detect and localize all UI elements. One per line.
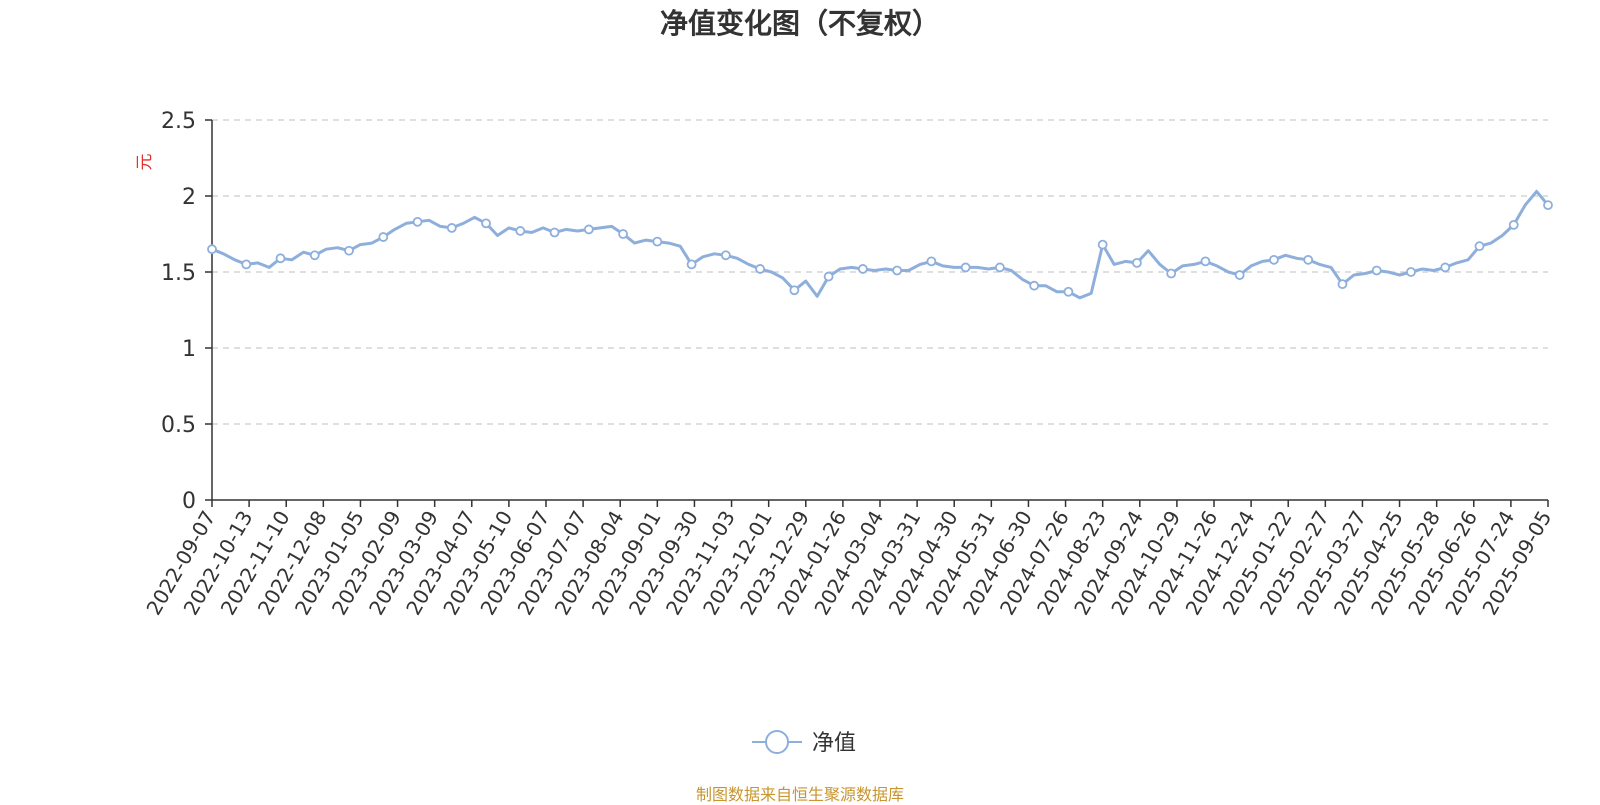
y-tick-label: 0.5 — [161, 413, 196, 438]
data-point — [309, 250, 320, 261]
data-point — [241, 259, 252, 270]
data-point — [1543, 200, 1553, 211]
data-point — [1337, 279, 1348, 290]
data-point — [446, 223, 457, 233]
data-point — [1508, 219, 1519, 230]
legend[interactable]: 净值 — [752, 730, 856, 756]
data-point — [412, 216, 423, 227]
data-point — [1303, 254, 1314, 265]
data-point — [1406, 267, 1416, 277]
axes — [211, 120, 1548, 501]
data-point — [1474, 241, 1485, 252]
data-point — [549, 227, 560, 238]
data-point — [1200, 256, 1211, 267]
data-point — [789, 285, 800, 296]
data-point — [1269, 254, 1279, 265]
data-point — [892, 265, 903, 276]
data-point — [207, 244, 217, 255]
legend-label: 净值 — [812, 731, 856, 756]
data-point — [618, 229, 628, 239]
data-point — [583, 224, 594, 235]
legend-circle-icon — [765, 730, 789, 754]
data-point — [1166, 268, 1177, 279]
data-point — [378, 232, 389, 242]
data-point — [275, 253, 286, 264]
y-tick-label: 0 — [182, 489, 196, 514]
series-net-value — [207, 189, 1553, 300]
data-point — [481, 218, 491, 229]
y-tick-label: 1 — [182, 337, 196, 362]
data-point — [994, 262, 1005, 273]
y-ticks: 0 0.5 1 1.5 2 2.5 — [161, 109, 212, 514]
data-source-note: 制图数据来自恒生聚源数据库 — [695, 785, 904, 804]
data-point — [755, 264, 766, 274]
data-point — [857, 264, 868, 274]
data-point — [344, 245, 354, 256]
data-point — [1371, 265, 1382, 276]
data-point — [1097, 239, 1108, 250]
data-point — [960, 262, 971, 273]
data-point — [926, 256, 937, 267]
y-axis-label: 元 — [135, 154, 155, 171]
data-point — [686, 259, 697, 270]
series-line — [210, 189, 1550, 300]
grid-lines — [212, 119, 1548, 425]
data-point — [1440, 262, 1451, 273]
y-tick-label: 2 — [182, 185, 196, 210]
x-ticks: 2022-09-072022-10-132022-11-102022-12-08… — [141, 500, 1556, 619]
y-tick-label: 1.5 — [161, 261, 196, 286]
data-point — [652, 236, 663, 247]
data-point — [1063, 286, 1074, 297]
data-point — [823, 271, 834, 282]
data-point — [515, 226, 526, 236]
y-tick-label: 2.5 — [161, 109, 196, 134]
data-point — [1029, 280, 1040, 291]
data-point — [720, 250, 731, 261]
data-point — [1234, 270, 1245, 280]
chart-title: 净值变化图（不复权） — [659, 7, 940, 40]
data-point — [1132, 257, 1142, 268]
